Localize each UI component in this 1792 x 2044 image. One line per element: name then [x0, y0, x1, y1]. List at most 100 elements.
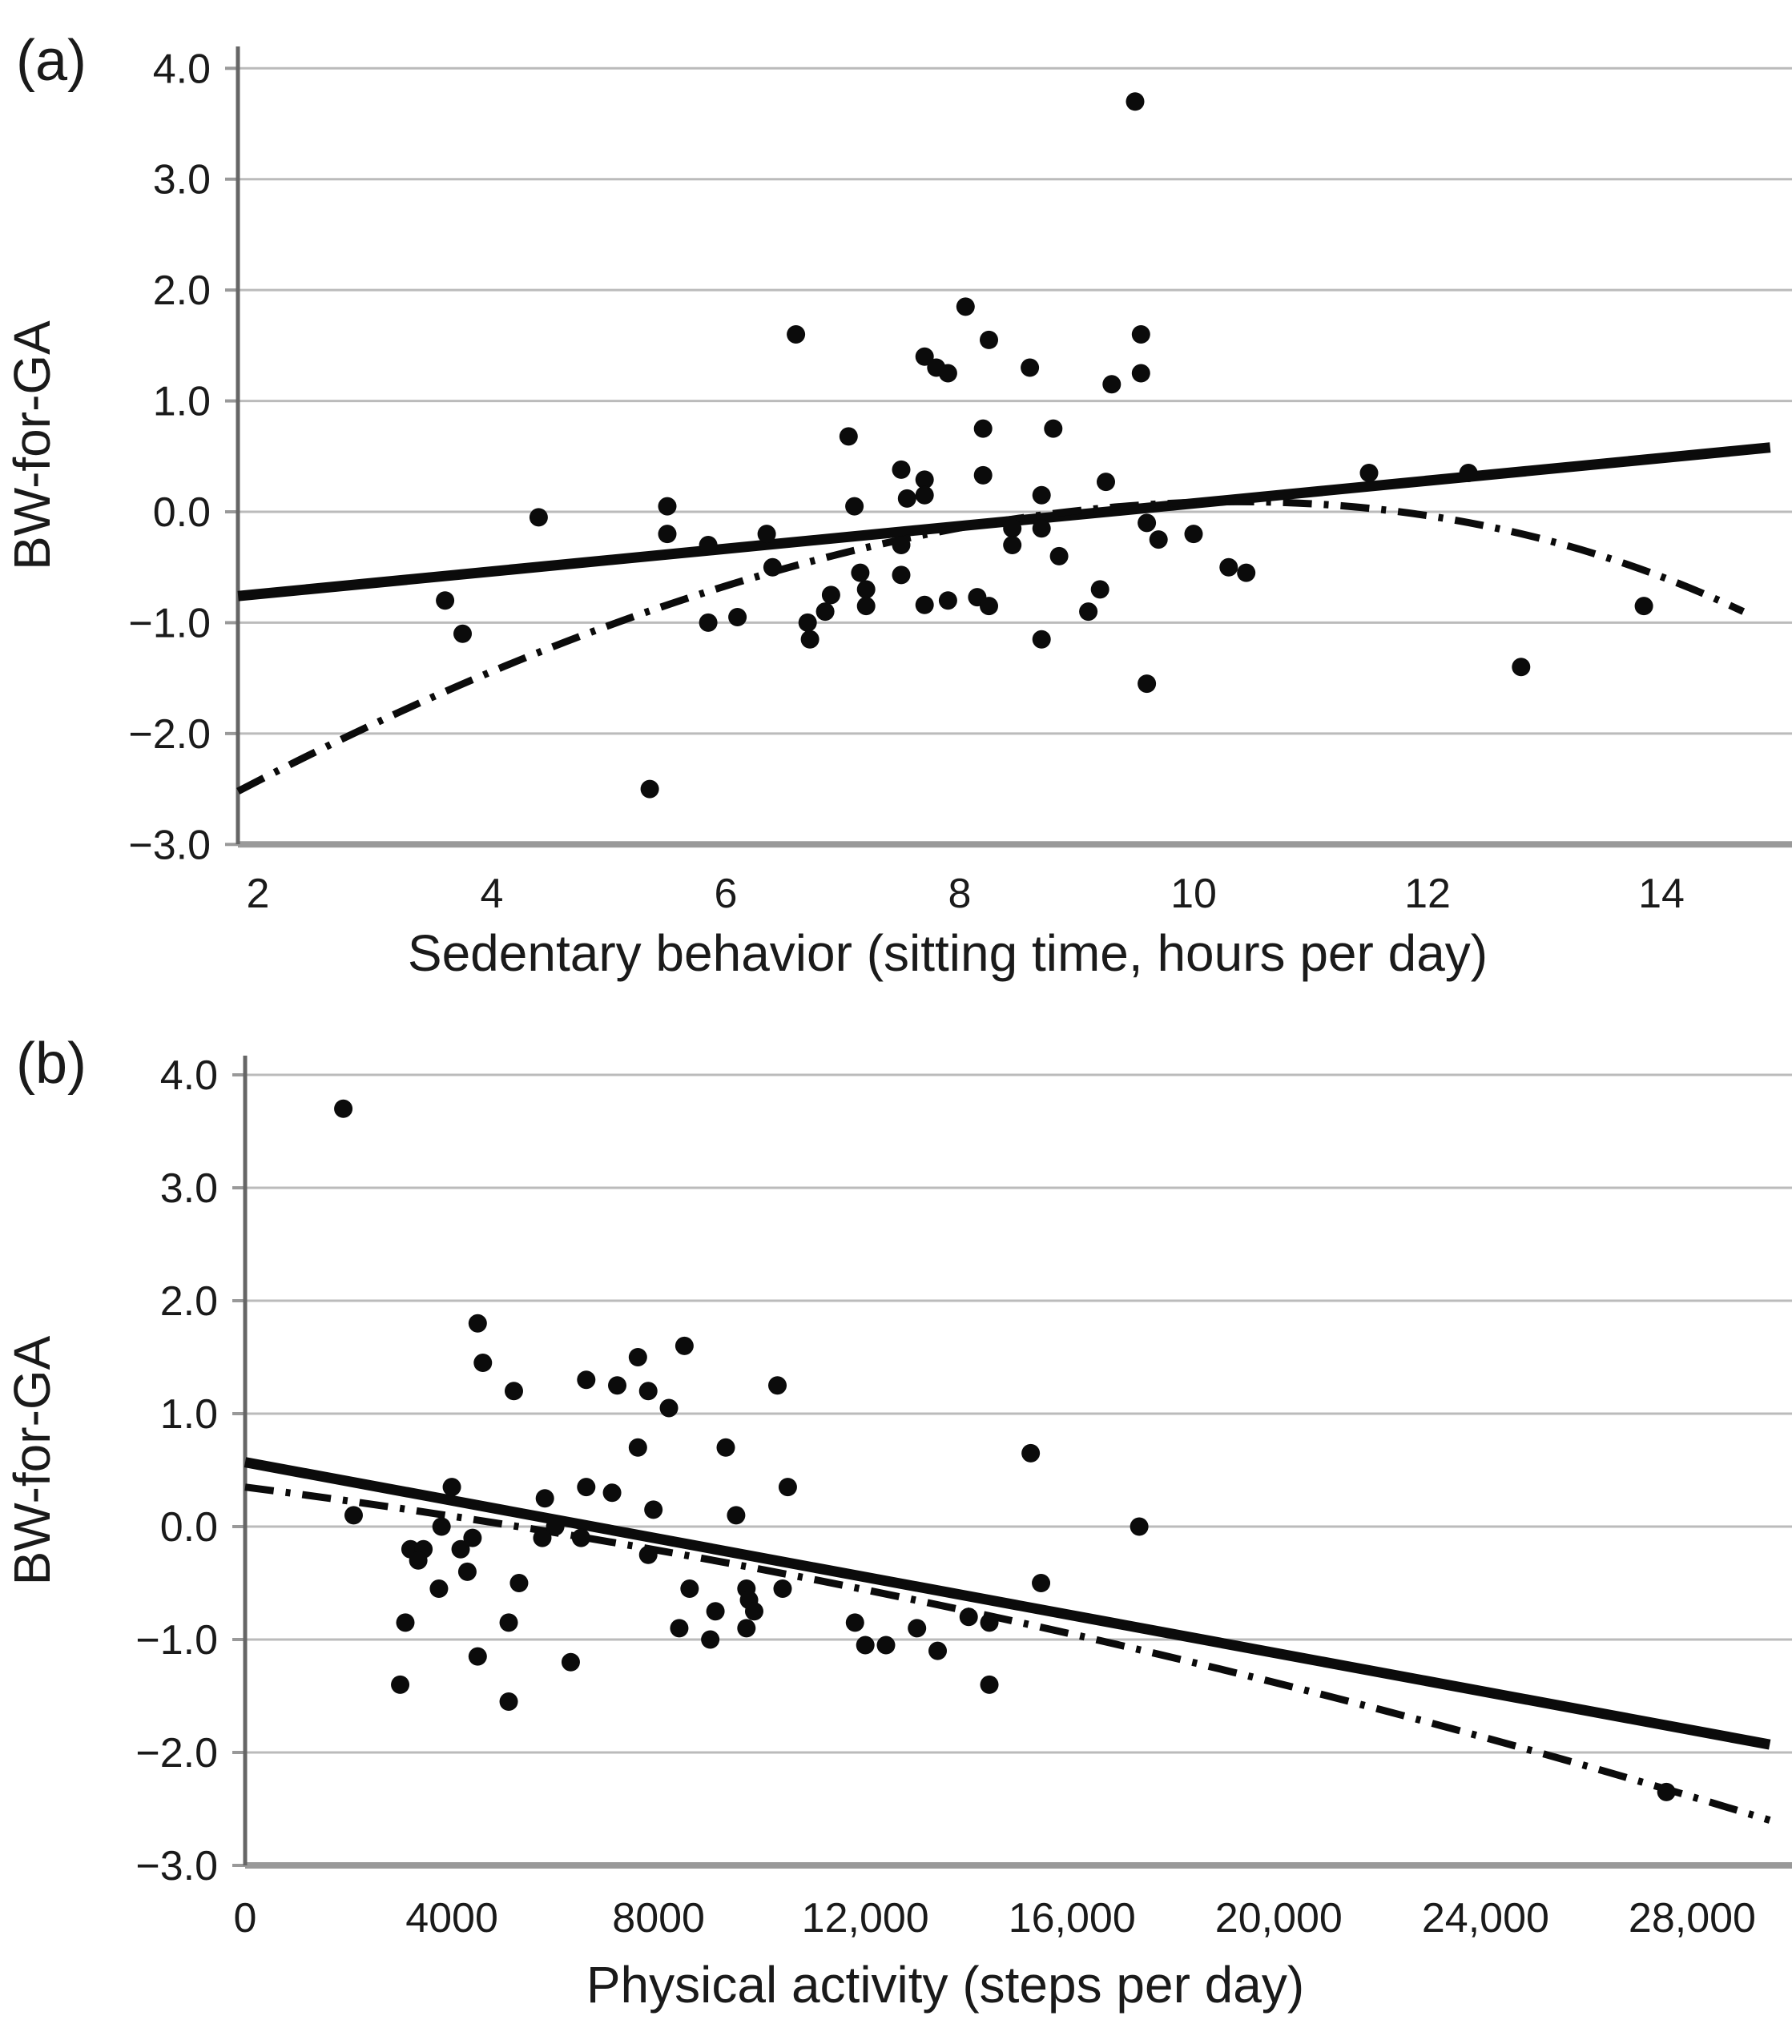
data-point — [453, 624, 472, 643]
y-axis-title: BW-for-GA — [3, 1335, 61, 1585]
data-point — [468, 1314, 487, 1333]
x-tick-label: 4 — [481, 871, 504, 917]
x-tick-label: 8000 — [612, 1895, 705, 1941]
data-point — [658, 525, 677, 544]
data-point — [897, 489, 916, 508]
data-point — [737, 1619, 756, 1638]
quadratic-trend-line — [236, 497, 1746, 795]
data-point — [468, 1647, 487, 1666]
data-point — [821, 585, 840, 605]
data-point — [602, 1483, 622, 1503]
y-tick-label: −1.0 — [135, 1617, 218, 1664]
data-point — [509, 1574, 529, 1592]
y-tick-label: 4.0 — [153, 46, 211, 92]
panel-a: 4.0 3.0 2.0 1.0 0.0 −1.0 −2.0 −3.0 2 4 6 8 10 12 14 Sed… — [3, 29, 1792, 982]
data-point — [1032, 485, 1051, 505]
data-point — [334, 1099, 353, 1118]
x-tick-label: 16,000 — [1009, 1895, 1136, 1941]
data-point — [640, 779, 659, 799]
data-point — [561, 1652, 580, 1672]
data-point — [1032, 519, 1051, 538]
data-point — [638, 1545, 658, 1564]
data-point — [535, 1489, 554, 1508]
data-point — [608, 1376, 627, 1395]
data-point — [1657, 1782, 1676, 1801]
data-point — [1044, 419, 1063, 438]
data-point — [529, 508, 548, 527]
y-axis-title: BW-for-GA — [3, 320, 61, 570]
data-point — [956, 297, 975, 316]
data-point — [980, 1613, 999, 1632]
data-point — [851, 563, 870, 582]
data-point — [504, 1382, 523, 1401]
data-point — [1032, 1574, 1051, 1592]
data-point — [892, 565, 911, 585]
y-tick-label: 1.0 — [160, 1391, 218, 1438]
data-point — [727, 1506, 746, 1525]
data-point — [973, 419, 993, 438]
data-point — [499, 1613, 518, 1632]
data-point — [915, 470, 934, 489]
quadratic-trend-line — [244, 1483, 1771, 1824]
y-tick-label: 4.0 — [160, 1052, 218, 1099]
data-point — [1459, 464, 1478, 483]
y-tick-label: −3.0 — [135, 1843, 218, 1889]
data-point — [1102, 375, 1122, 394]
data-point — [473, 1354, 493, 1373]
data-point — [876, 1636, 896, 1655]
data-point — [1138, 674, 1157, 694]
y-tick-label: 1.0 — [153, 379, 211, 425]
data-point — [577, 1478, 596, 1497]
data-point — [763, 557, 782, 577]
data-point — [908, 1619, 927, 1638]
data-point — [638, 1382, 658, 1401]
data-point — [628, 1438, 647, 1457]
x-axis-title: Sedentary behavior (sitting time, hours … — [408, 924, 1488, 982]
data-point — [856, 1636, 875, 1655]
x-tick-label: 4000 — [405, 1895, 498, 1941]
data-point — [915, 485, 934, 505]
y-tick-label: 2.0 — [160, 1278, 218, 1325]
data-point — [1184, 525, 1203, 544]
data-point — [1131, 364, 1150, 383]
data-point — [391, 1675, 410, 1694]
data-point — [1032, 630, 1051, 649]
data-point — [1079, 602, 1098, 622]
data-point — [800, 630, 819, 649]
x-tick-label: 8 — [948, 871, 972, 917]
data-point — [892, 460, 911, 479]
x-axis-title: Physical activity (steps per day) — [586, 1956, 1304, 2014]
data-point — [577, 1370, 596, 1390]
data-point — [928, 1641, 948, 1660]
data-point — [815, 602, 835, 622]
data-point — [1130, 1517, 1149, 1536]
data-point — [409, 1551, 428, 1570]
data-point — [716, 1438, 735, 1457]
data-point — [533, 1528, 552, 1547]
data-point — [680, 1579, 699, 1599]
y-tick-label: 2.0 — [153, 268, 211, 314]
data-point — [699, 536, 718, 555]
data-point — [442, 1478, 461, 1497]
data-point — [432, 1517, 451, 1536]
data-point — [344, 1506, 363, 1525]
data-point — [1359, 464, 1379, 483]
data-point — [706, 1602, 725, 1621]
data-point — [856, 580, 876, 599]
data-point — [1003, 536, 1022, 555]
data-point — [787, 325, 806, 344]
x-tick-label: 0 — [234, 1895, 257, 1941]
data-point — [1634, 597, 1653, 616]
data-point — [670, 1619, 689, 1638]
data-point — [1219, 557, 1238, 577]
data-point — [1003, 519, 1022, 538]
data-point — [1138, 513, 1157, 533]
data-point — [699, 613, 718, 632]
data-point — [701, 1630, 720, 1649]
data-point — [628, 1348, 647, 1366]
data-point — [980, 597, 998, 616]
data-point — [973, 465, 993, 485]
data-point — [571, 1528, 590, 1547]
